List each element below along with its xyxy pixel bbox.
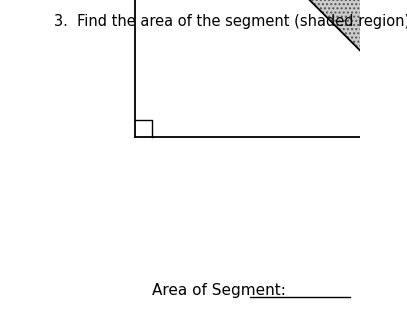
Text: 3.  Find the area of the segment (shaded region).: 3. Find the area of the segment (shaded … [54, 14, 407, 29]
Polygon shape [135, 0, 407, 137]
Text: Area of Segment:: Area of Segment: [152, 283, 286, 298]
